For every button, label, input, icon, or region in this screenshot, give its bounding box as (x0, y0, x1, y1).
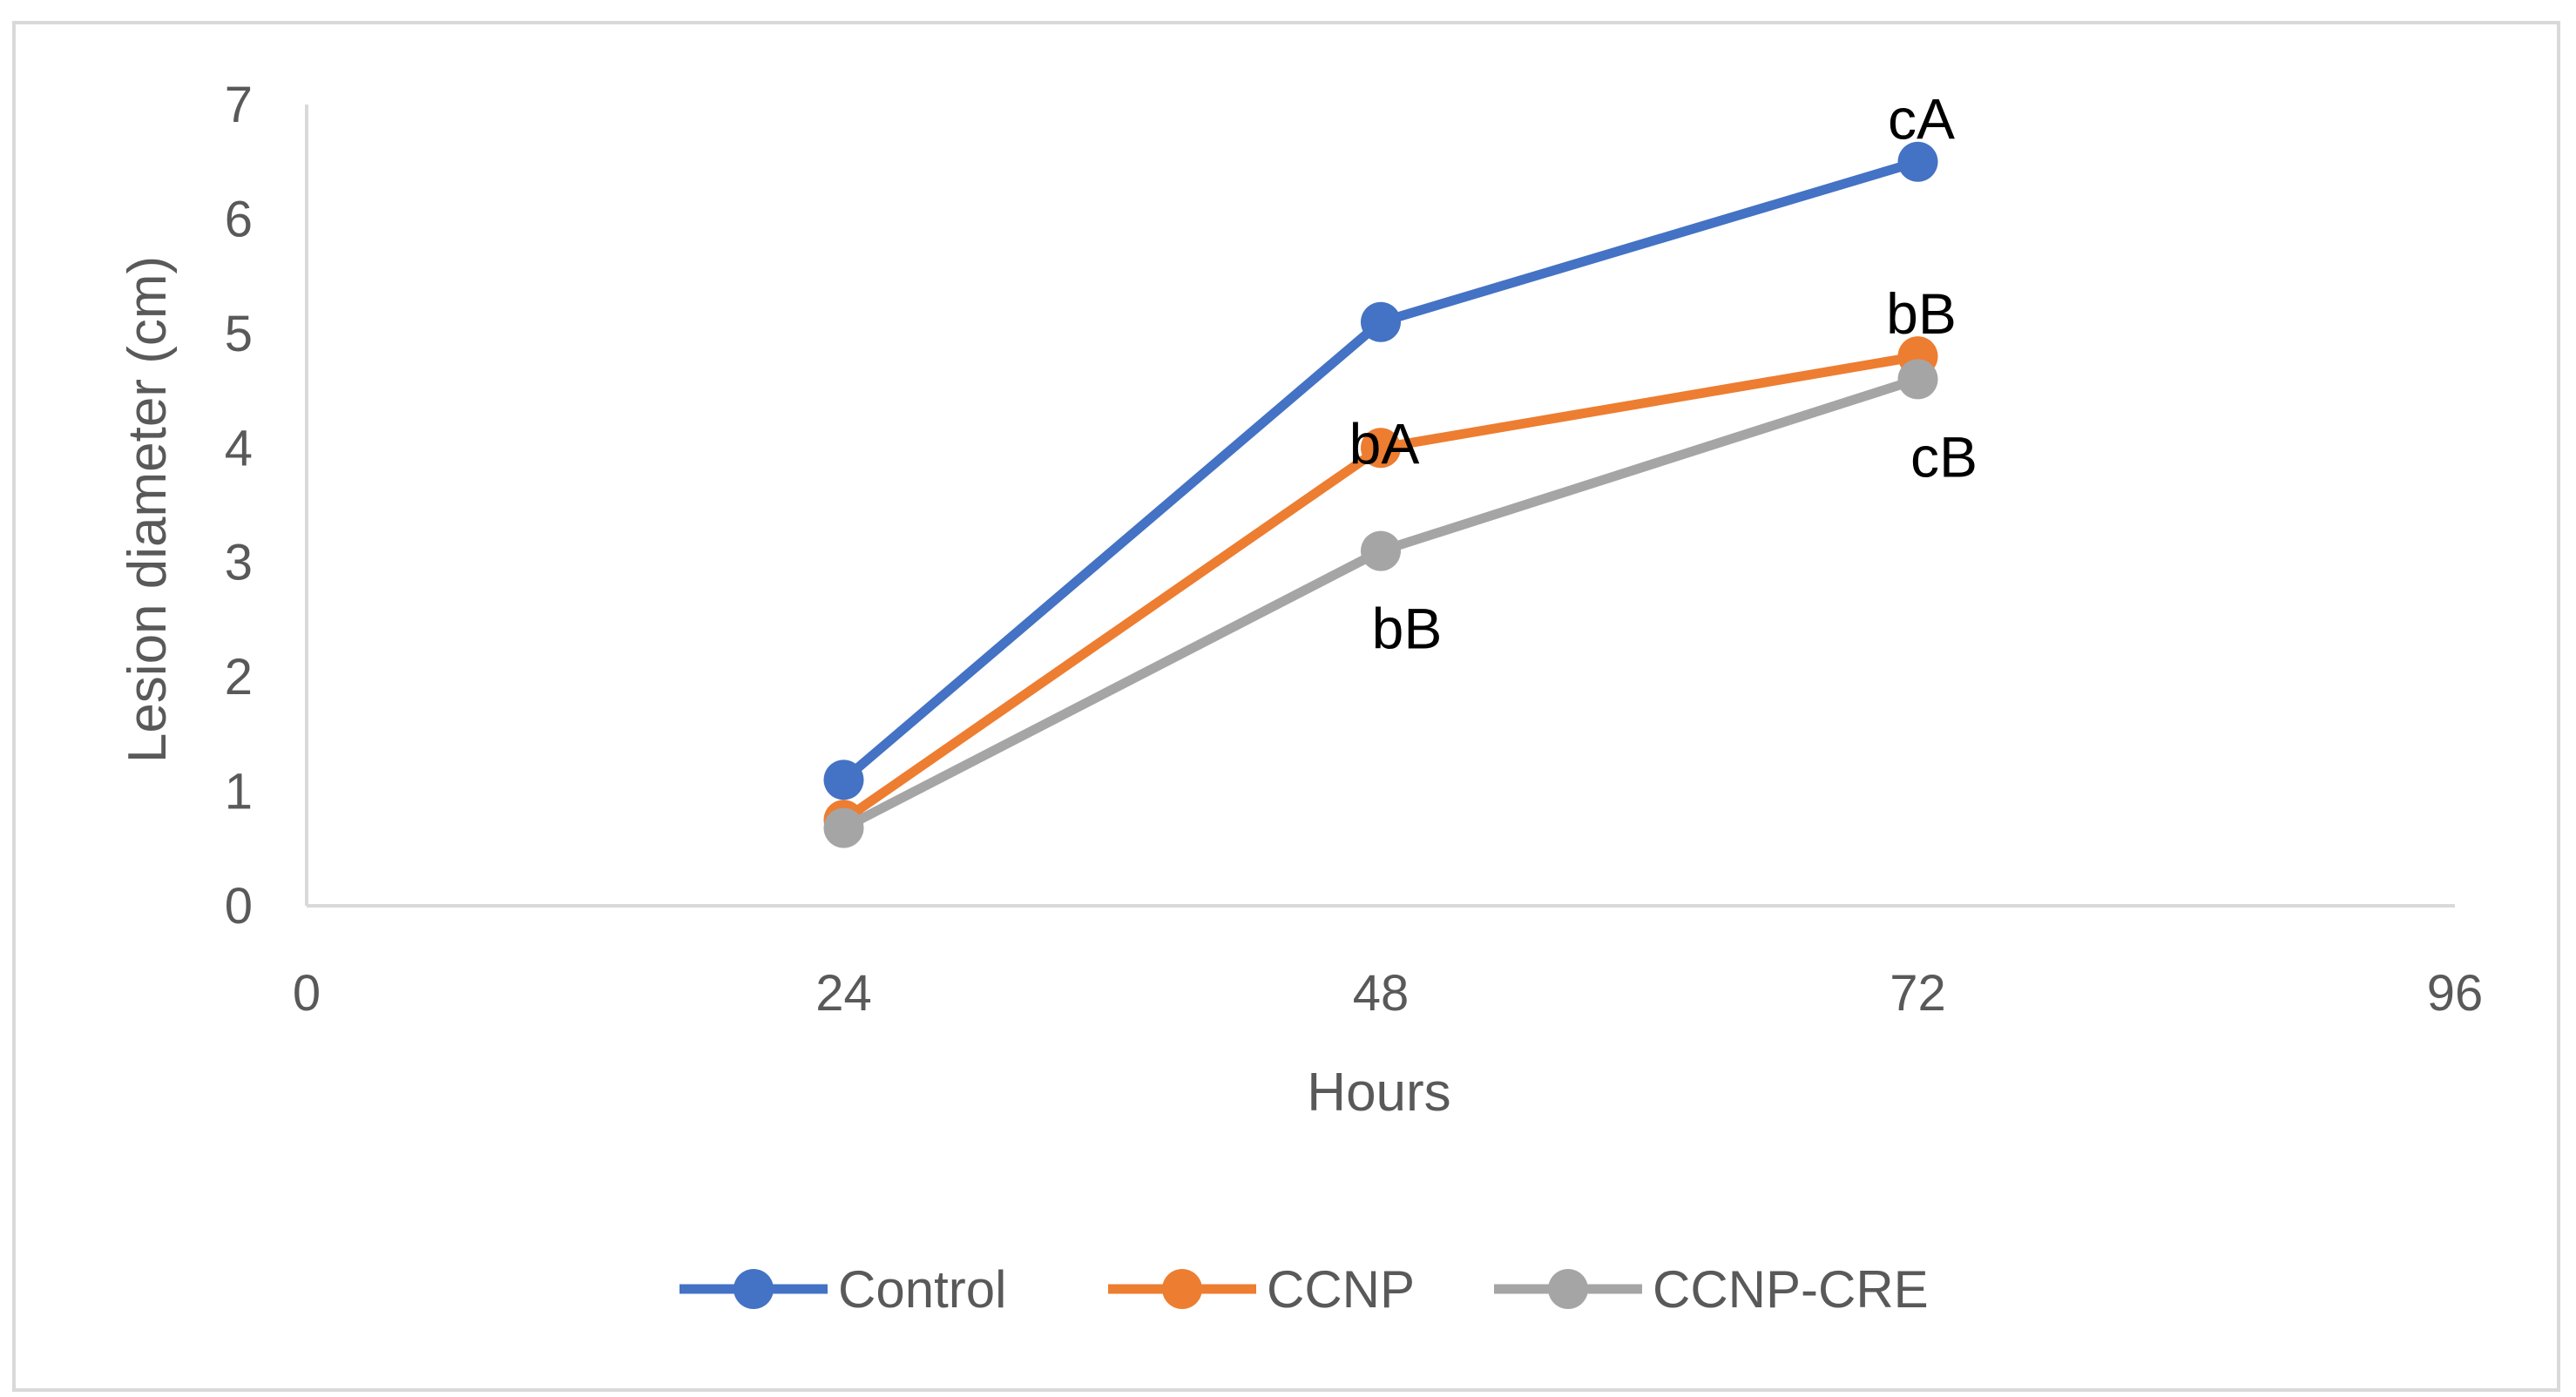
x-tick-label: 96 (2427, 965, 2484, 1022)
data-point (1361, 428, 1401, 469)
data-point (1361, 530, 1401, 571)
legend: Control CCNP CCNP-CRE (679, 1260, 1929, 1319)
y-tick-label: 5 (225, 306, 253, 362)
legend-label: CCNP-CRE (1653, 1260, 1929, 1319)
data-annotation: cB (1910, 424, 1978, 489)
legend-marker (734, 1269, 774, 1309)
legend-label: CCNP (1267, 1260, 1415, 1319)
legend-marker (1548, 1269, 1588, 1309)
data-point (823, 759, 864, 800)
y-tick-label: 6 (225, 191, 253, 247)
data-annotation: bB (1886, 281, 1957, 346)
data-annotations: cA bA bB bB cB (1349, 87, 1978, 661)
data-point (1897, 141, 1938, 182)
chart-frame (12, 21, 2560, 1392)
y-tick-label: 7 (225, 77, 253, 133)
legend-label: Control (838, 1260, 1006, 1319)
legend-marker (1162, 1269, 1202, 1309)
legend-item: Control (679, 1260, 1006, 1319)
y-tick-label: 1 (225, 764, 253, 820)
y-tick-label: 0 (225, 878, 253, 935)
series-control (823, 141, 1938, 800)
legend-item: CCNP (1108, 1260, 1415, 1319)
x-tick-label: 0 (293, 965, 321, 1022)
data-point (823, 807, 864, 848)
x-axis-title: Hours (1307, 1063, 1450, 1123)
data-annotation: bB (1372, 597, 1443, 661)
data-annotation: bA (1349, 411, 1420, 476)
data-annotation: cA (1888, 87, 1955, 152)
y-tick-label: 3 (225, 535, 253, 591)
x-tick-label: 72 (1890, 965, 1946, 1022)
y-tick-label: 2 (225, 649, 253, 705)
x-tick-label: 24 (815, 965, 872, 1022)
data-point (1361, 301, 1401, 342)
x-tick-label: 48 (1353, 965, 1410, 1022)
legend-item: CCNP-CRE (1494, 1260, 1929, 1319)
series-ccnp-cre (823, 359, 1938, 848)
series-lines (823, 141, 1938, 848)
y-tick-label: 4 (225, 420, 253, 476)
y-axis-title: Lesion diameter (cm) (118, 256, 178, 763)
data-point (1897, 359, 1938, 400)
axes: 0 1 2 3 4 5 6 7 0 24 48 72 96 (225, 77, 2484, 1022)
